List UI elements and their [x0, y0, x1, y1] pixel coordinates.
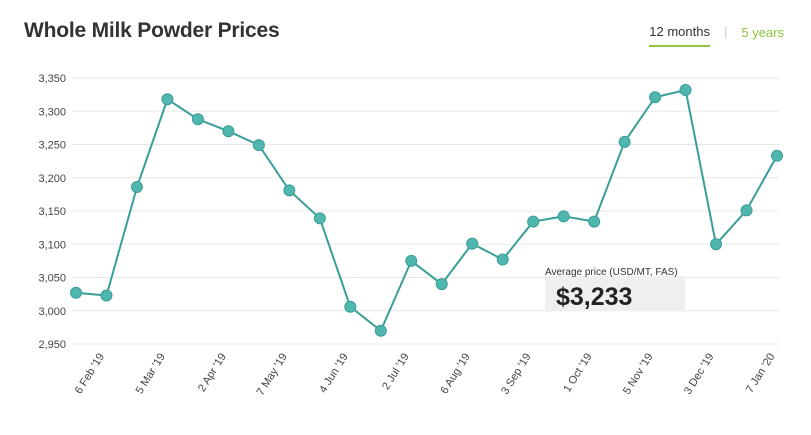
x-tick-label: 6 Aug '19 [438, 351, 472, 396]
x-axis: 6 Feb '19 5 Mar '19 2 Apr '19 7 May '19 4 Ju… [73, 351, 778, 398]
data-point[interactable] [771, 149, 783, 162]
data-point[interactable] [618, 135, 631, 148]
data-point[interactable] [161, 93, 174, 106]
callout-value: $3,233 [556, 283, 632, 311]
data-point[interactable] [100, 289, 113, 302]
tab-12-months[interactable]: 12 months [649, 24, 710, 47]
y-tick-label: 3,350 [38, 73, 66, 85]
y-tick-label: 3,050 [38, 273, 66, 285]
data-point[interactable] [466, 237, 479, 250]
x-tick-label: 4 Jun '19 [317, 351, 351, 395]
data-point[interactable] [710, 238, 723, 251]
y-axis: 2,950 3,000 3,050 3,100 3,150 3,200 3,250 3,300… [38, 73, 66, 351]
x-tick-label: 2 Jul '19 [380, 351, 412, 392]
data-point[interactable] [252, 139, 265, 152]
x-tick-label: 1 Oct '19 [561, 351, 594, 394]
data-point[interactable] [344, 300, 357, 313]
callout-label: Average price (USD/MT, FAS) [545, 267, 678, 278]
x-tick-label: 7 May '19 [255, 351, 290, 398]
tab-separator: | [723, 24, 728, 39]
x-tick-label: 5 Nov '19 [621, 351, 656, 396]
x-tick-label: 7 Jan '20 [744, 351, 778, 395]
period-tabs: 12 months | 5 years [649, 24, 784, 47]
data-point[interactable] [405, 254, 418, 267]
x-tick-label: 3 Dec '19 [682, 351, 717, 396]
data-point[interactable] [588, 215, 601, 228]
data-point[interactable] [222, 125, 235, 138]
data-point[interactable] [191, 113, 204, 126]
data-point[interactable] [496, 253, 509, 266]
average-price-callout: Average price (USD/MT, FAS) $3,233 [545, 267, 685, 311]
x-tick-label: 5 Mar '19 [134, 351, 168, 396]
data-point[interactable] [374, 324, 387, 337]
data-point[interactable] [283, 184, 296, 197]
data-point[interactable] [130, 181, 143, 194]
y-tick-label: 2,950 [38, 339, 66, 351]
y-tick-label: 3,000 [38, 306, 66, 318]
y-tick-label: 3,300 [38, 106, 66, 118]
data-points [70, 83, 783, 337]
data-point[interactable] [679, 83, 692, 96]
data-point[interactable] [740, 204, 753, 217]
y-tick-label: 3,100 [38, 239, 66, 251]
data-point[interactable] [649, 91, 662, 104]
y-tick-label: 3,250 [38, 140, 66, 152]
page-title: Whole Milk Powder Prices [24, 19, 280, 42]
data-point[interactable] [313, 212, 326, 225]
data-point[interactable] [527, 215, 540, 228]
data-point[interactable] [70, 286, 82, 299]
x-tick-label: 3 Sep '19 [499, 351, 534, 396]
data-point[interactable] [557, 210, 570, 223]
data-point[interactable] [435, 278, 448, 291]
tab-5-years[interactable]: 5 years [741, 25, 784, 40]
x-tick-label: 6 Feb '19 [73, 351, 107, 396]
x-tick-label: 2 Apr '19 [196, 351, 229, 394]
y-tick-label: 3,200 [38, 173, 66, 185]
y-tick-label: 3,150 [38, 206, 66, 218]
